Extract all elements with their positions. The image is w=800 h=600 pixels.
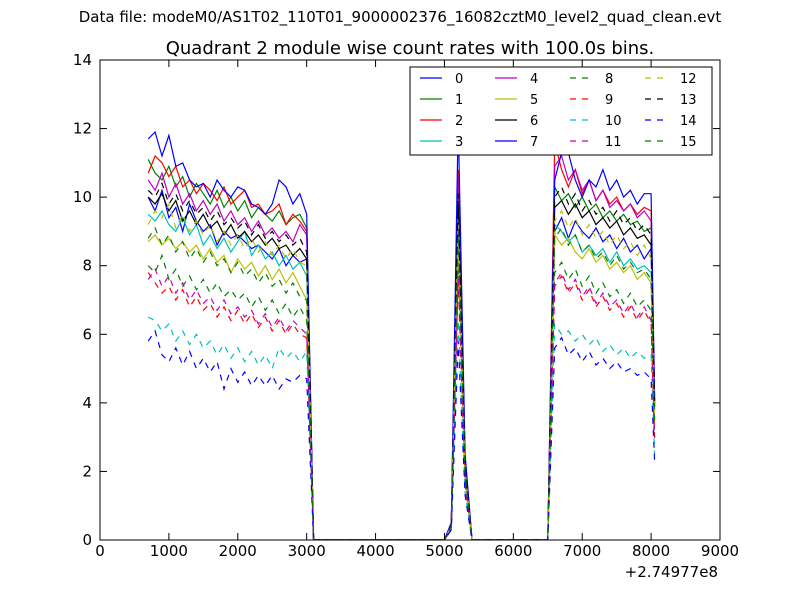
legend-label-10: 10 (605, 114, 622, 129)
legend-label-3: 3 (455, 135, 463, 150)
series-line-5 (147, 233, 656, 540)
x-tick-label: 3000 (288, 542, 326, 560)
legend-label-7: 7 (530, 135, 538, 150)
x-tick-label: 8000 (632, 542, 670, 560)
legend-label-6: 6 (530, 114, 538, 129)
y-tick-label: 0 (82, 531, 92, 549)
series-line-0 (147, 188, 656, 540)
legend-label-11: 11 (605, 135, 622, 150)
series-line-6 (147, 192, 656, 540)
series-line-8 (147, 253, 656, 540)
legend-label-1: 1 (455, 93, 463, 108)
legend-label-5: 5 (530, 93, 538, 108)
y-tick-label: 12 (73, 120, 92, 138)
legend-label-12: 12 (680, 72, 697, 87)
y-tick-label: 6 (82, 325, 92, 343)
legend-label-2: 2 (455, 114, 463, 129)
x-tick-label: 9000 (701, 542, 739, 560)
chart-title: Quadrant 2 module wise count rates with … (166, 38, 655, 59)
x-tick-label: 4000 (356, 542, 394, 560)
y-tick-label: 2 (82, 462, 92, 480)
legend-label-0: 0 (455, 72, 463, 87)
series-line-7 (147, 121, 656, 540)
plot-area (147, 121, 656, 540)
x-tick-label: 5000 (425, 542, 463, 560)
legend-label-9: 9 (605, 93, 613, 108)
axes: 0 1000 2000 3000 4000 5000 6000 7000 8000 9000 0 2 4… (73, 51, 739, 560)
figure-suptitle: Data file: modeM0/AS1T02_110T01_90000023… (78, 8, 722, 26)
series-line-1 (147, 159, 656, 540)
series-line-10 (147, 316, 656, 540)
series-line-15 (147, 226, 656, 540)
x-tick-label: 2000 (219, 542, 257, 560)
legend-box (409, 66, 713, 156)
series-line-12 (147, 202, 656, 540)
x-tick-label: 0 (95, 542, 105, 560)
legend-label-13: 13 (680, 93, 697, 108)
series-line-3 (147, 209, 656, 540)
x-axis-offset-label: +2.74977e8 (625, 563, 718, 581)
legend-label-14: 14 (680, 114, 697, 129)
x-tick-label: 1000 (150, 542, 188, 560)
series-line-13 (147, 181, 656, 540)
x-tick-label: 7000 (563, 542, 601, 560)
series-line-9 (147, 272, 656, 540)
axes-frame (99, 59, 721, 541)
y-tick-label: 8 (82, 257, 92, 275)
legend-label-15: 15 (680, 135, 697, 150)
series-line-14 (147, 329, 656, 540)
x-tick-label: 6000 (494, 542, 532, 560)
legend-label-4: 4 (530, 72, 538, 87)
series-line-4 (147, 154, 656, 540)
y-tick-label: 4 (82, 394, 92, 412)
y-tick-label: 14 (73, 51, 92, 69)
legend-label-8: 8 (605, 72, 613, 87)
series-line-11 (147, 267, 656, 540)
y-tick-label: 10 (73, 188, 92, 206)
